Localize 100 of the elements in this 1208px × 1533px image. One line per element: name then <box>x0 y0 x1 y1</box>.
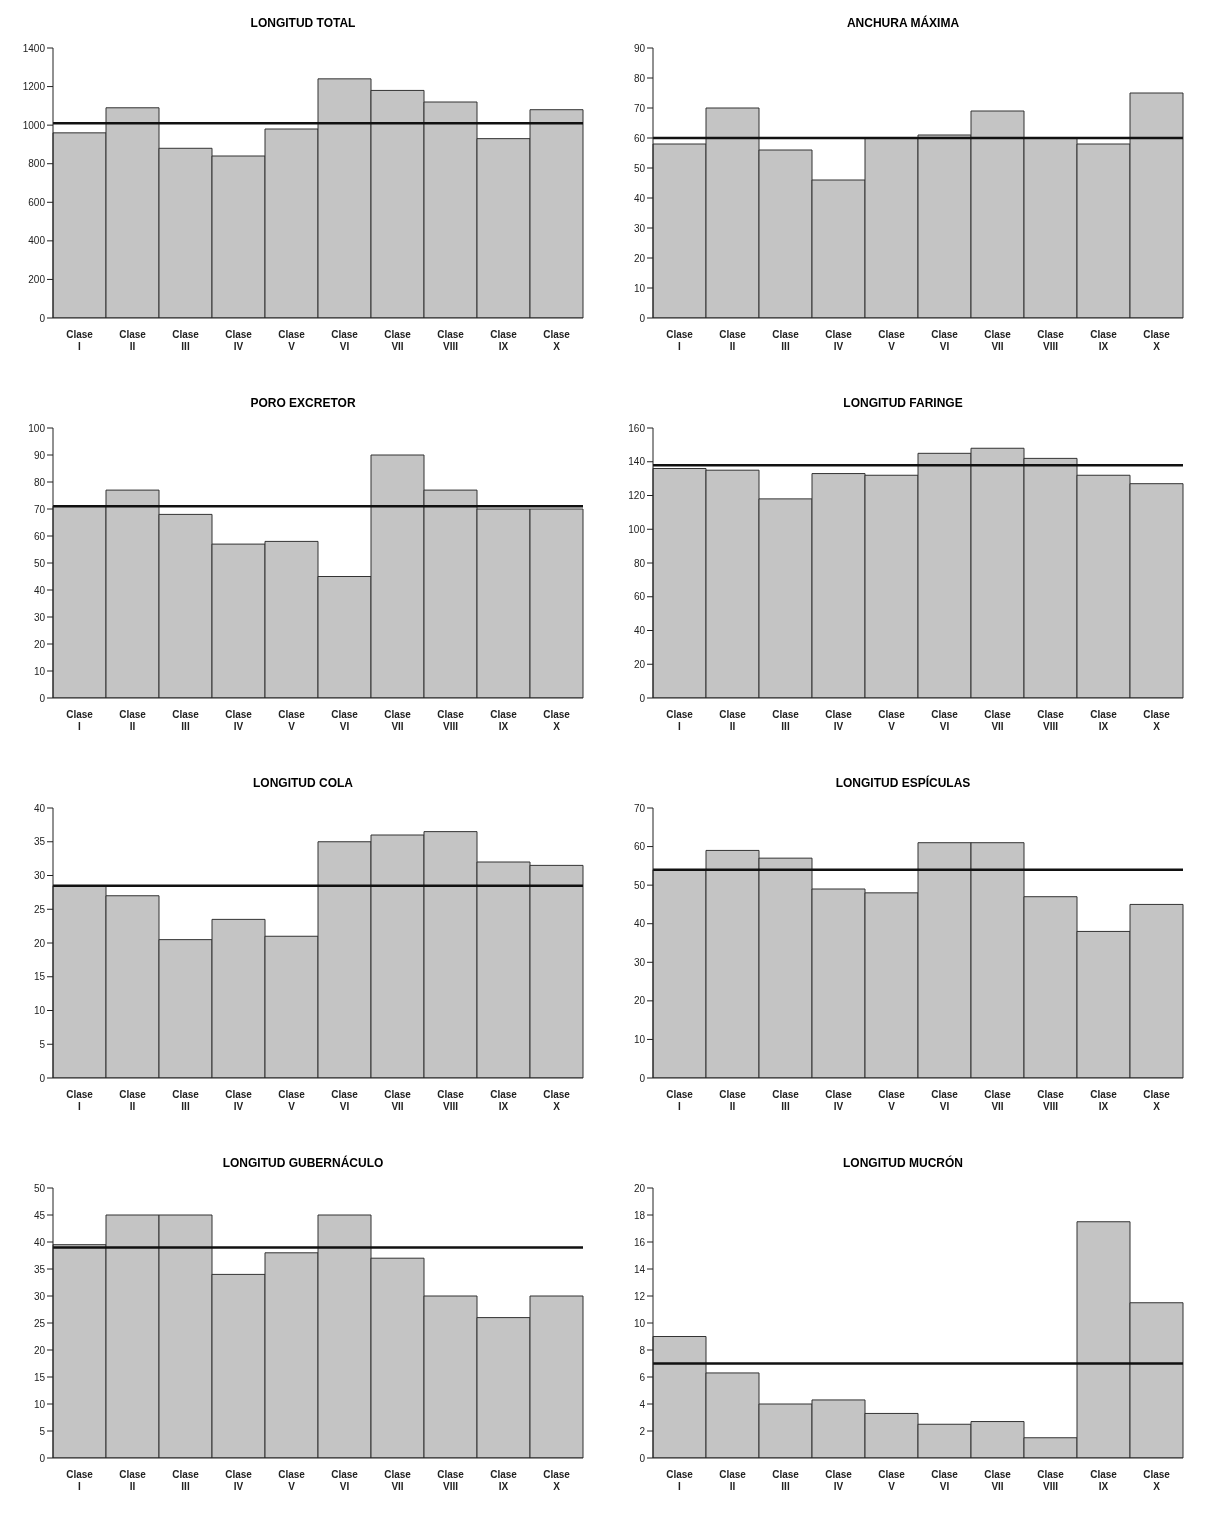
y-tick-label: 35 <box>33 1263 46 1275</box>
chart-title: LONGITUD GUBERNÁCULO <box>221 1154 385 1172</box>
y-tick-label: 800 <box>28 158 46 170</box>
y-tick-label: 60 <box>633 591 646 603</box>
y-tick-label: 160 <box>628 422 646 434</box>
x-tick-label: Clase VII <box>384 329 412 352</box>
x-tick-label: Clase VIII <box>1037 329 1065 352</box>
y-tick-label: 25 <box>33 903 46 915</box>
y-tick-label: 600 <box>28 196 46 208</box>
x-tick-label: Clase X <box>1143 1089 1171 1112</box>
x-tick-label: Clase V <box>878 709 906 732</box>
x-tick-label: Clase IX <box>1090 1469 1118 1492</box>
x-tick-label: Clase VI <box>931 1089 959 1112</box>
y-tick-label: 100 <box>628 523 646 535</box>
x-tick-label: Clase II <box>719 1089 747 1112</box>
y-tick-label: 15 <box>33 971 46 983</box>
chart-title: PORO EXCRETOR <box>249 395 357 412</box>
x-tick-label: Clase X <box>543 709 571 732</box>
y-tick-label: 40 <box>33 1236 46 1248</box>
y-tick-label: 15 <box>33 1371 46 1383</box>
x-tick-label: Clase V <box>878 1469 906 1492</box>
x-tick-label: Clase II <box>119 709 147 732</box>
y-tick-label: 25 <box>33 1317 46 1329</box>
x-tick-label: Clase IX <box>490 709 518 732</box>
y-tick-label: 20 <box>633 1182 646 1194</box>
y-tick-label: 4 <box>639 1398 646 1410</box>
x-tick-label: Clase IX <box>1090 1089 1118 1112</box>
x-tick-label: Clase VIII <box>437 1469 465 1492</box>
y-tick-label: 10 <box>633 1317 646 1329</box>
x-tick-label: Clase VII <box>384 709 412 732</box>
x-tick-label: Clase V <box>278 1089 306 1112</box>
x-tick-label: Clase I <box>66 709 94 732</box>
y-tick-label: 0 <box>39 1072 46 1084</box>
y-tick-label: 80 <box>33 476 46 488</box>
x-tick-label: Clase VI <box>331 329 359 352</box>
x-tick-label: Clase IV <box>825 1469 853 1492</box>
y-tick-label: 140 <box>628 456 646 468</box>
x-tick-label: Clase II <box>119 329 147 352</box>
x-tick-label: Clase VII <box>984 329 1012 352</box>
chart-title: ANCHURA MÁXIMA <box>845 14 961 32</box>
x-tick-label: Clase III <box>172 329 200 352</box>
x-tick-label: Clase VI <box>331 1089 359 1112</box>
y-tick-label: 20 <box>633 252 646 264</box>
y-tick-label: 70 <box>633 802 646 814</box>
y-tick-label: 1400 <box>22 42 46 54</box>
x-tick-label: Clase IV <box>825 329 853 352</box>
y-tick-label: 90 <box>633 42 646 54</box>
chart-title: LONGITUD MUCRÓN <box>842 1154 964 1172</box>
y-tick-label: 60 <box>633 841 646 853</box>
x-tick-label: Clase I <box>66 1089 94 1112</box>
y-tick-label: 0 <box>639 312 646 324</box>
x-tick-label: Clase IV <box>825 1089 853 1112</box>
x-tick-label: Clase III <box>172 709 200 732</box>
y-tick-label: 12 <box>633 1290 646 1302</box>
y-tick-label: 6 <box>639 1371 646 1383</box>
y-tick-label: 0 <box>639 692 646 704</box>
x-tick-label: Clase VII <box>984 1469 1012 1492</box>
y-tick-label: 8 <box>639 1344 646 1356</box>
y-tick-label: 5 <box>39 1038 46 1050</box>
y-tick-label: 0 <box>39 692 46 704</box>
x-tick-label: Clase VII <box>984 709 1012 732</box>
x-tick-label: Clase X <box>1143 329 1171 352</box>
x-tick-label: Clase II <box>719 329 747 352</box>
x-tick-label: Clase I <box>66 1469 94 1492</box>
chart-title: LONGITUD ESPÍCULAS <box>834 774 972 792</box>
x-tick-label: Clase X <box>543 1089 571 1112</box>
x-tick-label: Clase X <box>543 1469 571 1492</box>
x-tick-label: Clase IX <box>1090 329 1118 352</box>
y-tick-label: 80 <box>633 72 646 84</box>
y-tick-label: 0 <box>639 1452 646 1464</box>
y-tick-label: 14 <box>633 1263 646 1275</box>
y-tick-label: 50 <box>33 557 46 569</box>
y-tick-label: 40 <box>33 802 46 814</box>
x-tick-label: Clase V <box>278 709 306 732</box>
x-tick-label: Clase VIII <box>437 329 465 352</box>
y-tick-label: 2 <box>639 1425 646 1437</box>
x-tick-label: Clase V <box>878 329 906 352</box>
x-tick-label: Clase IX <box>490 329 518 352</box>
x-tick-label: Clase VII <box>384 1089 412 1112</box>
x-tick-label: Clase VI <box>931 1469 959 1492</box>
x-tick-label: Clase II <box>119 1089 147 1112</box>
x-tick-label: Clase I <box>666 1089 694 1112</box>
x-tick-label: Clase IV <box>225 1469 253 1492</box>
y-tick-label: 30 <box>33 870 46 882</box>
x-tick-label: Clase I <box>666 1469 694 1492</box>
y-tick-label: 30 <box>33 1290 46 1302</box>
y-tick-label: 20 <box>633 658 646 670</box>
y-tick-label: 120 <box>628 490 646 502</box>
chart-title: LONGITUD COLA <box>252 775 354 792</box>
y-tick-label: 40 <box>633 625 646 637</box>
x-tick-label: Clase II <box>719 709 747 732</box>
y-tick-label: 80 <box>633 557 646 569</box>
y-tick-label: 50 <box>633 162 646 174</box>
y-tick-label: 60 <box>633 132 646 144</box>
x-tick-label: Clase VI <box>331 1469 359 1492</box>
y-tick-label: 20 <box>33 937 46 949</box>
x-tick-label: Clase IX <box>490 1089 518 1112</box>
y-tick-label: 30 <box>633 222 646 234</box>
y-tick-label: 0 <box>39 1452 46 1464</box>
x-tick-label: Clase III <box>172 1469 200 1492</box>
